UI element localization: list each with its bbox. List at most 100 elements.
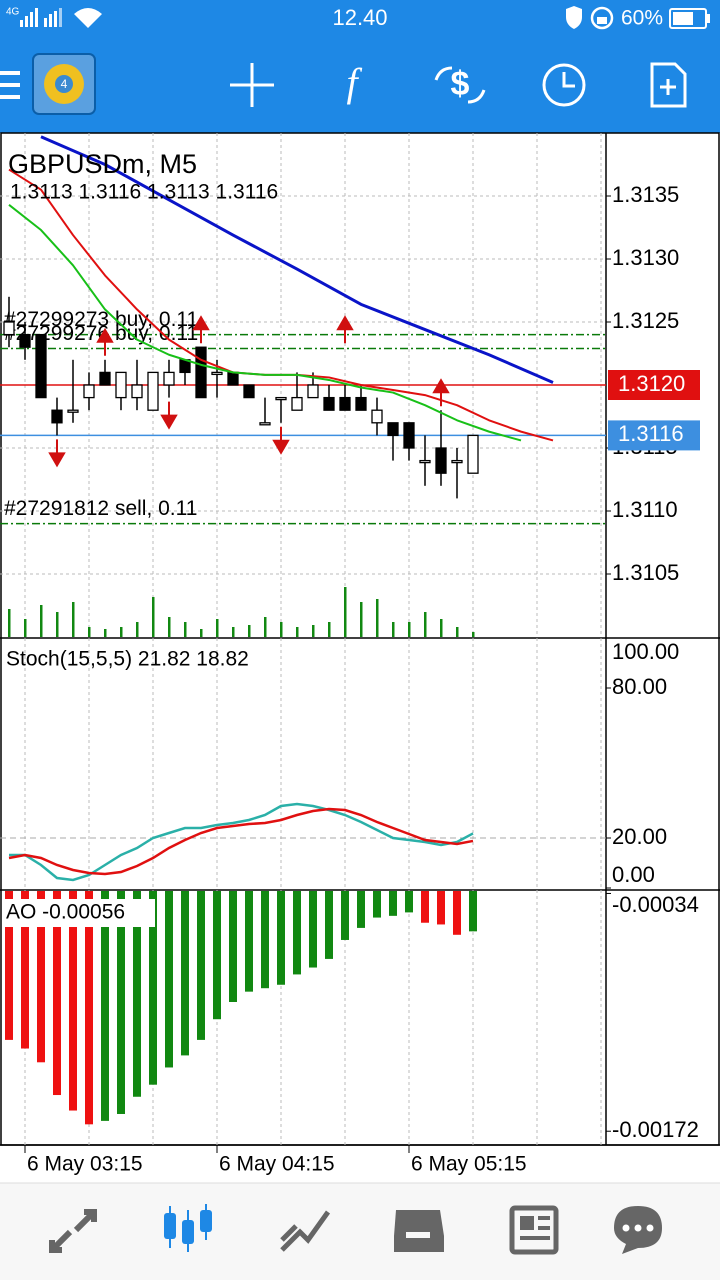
volume-bar (136, 622, 139, 637)
candle-body (307, 384, 319, 399)
candle-body (131, 384, 143, 399)
nav-news[interactable] (509, 1205, 559, 1255)
ao-bar (405, 891, 413, 913)
candle-body (403, 422, 415, 449)
order-label: #27299273 buy, 0.11 (4, 308, 198, 331)
candle-body (259, 422, 271, 426)
volume-bar (408, 622, 411, 637)
candle-body (211, 371, 223, 376)
order-label: #27299276 buy, 0.11 (4, 322, 198, 345)
y-tick-label: 1.3135 (612, 182, 679, 207)
chart-area: 6 May 03:15 6 May 04:15 6 May 05:15 1.3135 1… (0, 132, 720, 1176)
volume-bar (376, 599, 379, 637)
candle-body (419, 459, 431, 464)
new-order-button[interactable] (650, 62, 687, 108)
menu-button[interactable] (0, 71, 20, 99)
ao-bar (5, 891, 13, 1040)
moving-average (40, 135, 554, 384)
y-tick-label: 80.00 (612, 674, 667, 699)
candle-body (67, 409, 79, 413)
fractal-arrow (272, 426, 290, 455)
network: 4G (6, 7, 20, 18)
candle-body (451, 459, 463, 464)
nav-trade[interactable] (280, 1210, 331, 1252)
fractal-arrow (336, 315, 354, 344)
svg-text:$: $ (451, 65, 470, 103)
volume-bar (424, 612, 427, 637)
ao-bar (213, 891, 221, 1020)
ao-bar (181, 891, 189, 1056)
candle-body (195, 346, 207, 399)
volume-bar (440, 619, 443, 637)
candle-body (387, 422, 399, 437)
stoch-line (9, 802, 474, 882)
trade-button[interactable]: $ (434, 65, 486, 104)
volume-bar (168, 617, 171, 637)
ao-bar (245, 891, 253, 992)
svg-text:4: 4 (61, 77, 68, 91)
y-tick-label: -0.00034 (612, 892, 699, 917)
status-icons (566, 6, 614, 30)
symbol-label: GBPUSDm, M5 (8, 149, 197, 179)
fractal-arrow (96, 327, 114, 356)
y-tick-label: 1.3125 (612, 308, 679, 333)
price-label-box (608, 420, 700, 451)
volume-bar (456, 627, 459, 637)
ao-bar (469, 891, 477, 932)
price-label: 1.3120 (618, 371, 685, 396)
fractal-arrow (48, 439, 66, 468)
order-label: #27291812 sell, 0.11 (4, 497, 197, 520)
ohlc-label: 1.3113 1.3116 1.3113 1.3116 (10, 181, 278, 204)
period-button[interactable] (542, 63, 586, 107)
signal-icons (20, 8, 102, 28)
volume-bar (264, 617, 267, 637)
app-icon[interactable]: 4 (32, 53, 96, 115)
nav-chart[interactable] (164, 1204, 212, 1252)
volume-bar (280, 622, 283, 637)
volume-bar (152, 597, 155, 637)
nav-quotes[interactable] (49, 1209, 97, 1253)
volume-bar (56, 612, 59, 637)
candle-body (3, 321, 15, 336)
volume-bar (184, 622, 187, 637)
candle-body (51, 409, 63, 424)
ao-bar (229, 891, 237, 1002)
ao-bar (53, 891, 61, 1096)
candle-body (19, 333, 31, 348)
candle-body (147, 371, 159, 411)
volume-bar (232, 627, 235, 637)
ao-bar (85, 891, 93, 1125)
ao-bar (325, 891, 333, 959)
ao-bar (277, 891, 285, 985)
volume-bar (248, 625, 251, 637)
fractal-arrow (192, 315, 210, 344)
ao-label-bg (3, 899, 155, 927)
ao-bar (341, 891, 349, 940)
y-tick-label: 1.3130 (612, 245, 679, 270)
volume-bar (392, 622, 395, 637)
ao-bar (149, 891, 157, 1085)
volume-bar (8, 609, 11, 637)
candle-body (467, 434, 479, 474)
crosshair-button[interactable] (230, 63, 274, 107)
ao-bar (197, 891, 205, 1040)
volume-bar (328, 622, 331, 637)
candle-body (275, 396, 287, 401)
ao-bar (69, 891, 77, 1111)
candle-body (323, 396, 335, 411)
candle-body (371, 409, 383, 424)
candle-body (35, 333, 47, 399)
ao-bar (309, 891, 317, 968)
nav-chat[interactable] (614, 1206, 662, 1254)
nav-history[interactable] (394, 1210, 444, 1252)
price-label-box (608, 370, 700, 400)
ao-bar (101, 891, 109, 1121)
volume-bar (40, 605, 43, 637)
y-tick-label: 0.00 (612, 862, 655, 887)
fractal-arrow (432, 378, 450, 407)
volume-bar (296, 627, 299, 637)
candle-body (355, 396, 367, 411)
ao-bar (373, 891, 381, 918)
y-tick-label: -0.00172 (612, 1117, 699, 1142)
candle-body (115, 371, 127, 399)
